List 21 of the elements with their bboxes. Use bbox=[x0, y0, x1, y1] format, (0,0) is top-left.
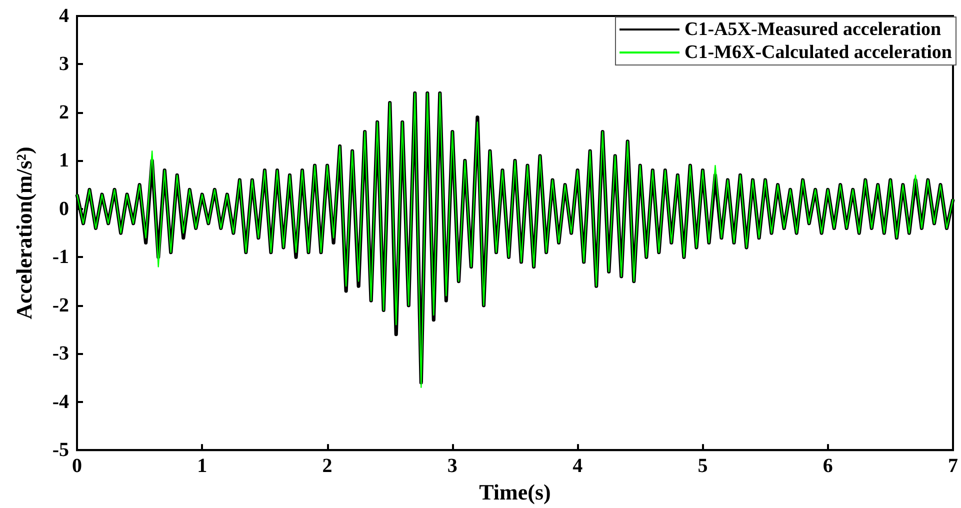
x-tick-label: 4 bbox=[572, 455, 583, 478]
x-tick-label: 5 bbox=[698, 455, 708, 478]
y-tick-label: 4 bbox=[59, 5, 69, 27]
legend-label: C1-M6X-Calculated acceleration bbox=[684, 42, 952, 63]
x-tick-label: 3 bbox=[447, 455, 458, 478]
y-tick-label: -5 bbox=[52, 439, 69, 462]
y-tick-label: 1 bbox=[59, 150, 69, 172]
y-tick-label: 3 bbox=[59, 53, 69, 76]
x-tick-label: 6 bbox=[822, 455, 833, 478]
legend-label: C1-A5X-Measured acceleration bbox=[684, 19, 942, 40]
x-tick-label: 1 bbox=[197, 455, 208, 478]
y-tick-label: 0 bbox=[59, 198, 69, 220]
x-axis-title: Time(s) bbox=[479, 480, 551, 504]
y-tick-label: -1 bbox=[52, 246, 69, 268]
y-axis-title: Acceleration(m/s²) bbox=[12, 146, 36, 320]
y-tick-label: 2 bbox=[59, 101, 69, 124]
y-tick-label: -4 bbox=[52, 390, 69, 413]
y-tick-label: -2 bbox=[52, 294, 69, 316]
x-tick-label: 7 bbox=[948, 455, 958, 478]
x-tick-label: 2 bbox=[322, 455, 332, 478]
y-tick-label: -3 bbox=[52, 342, 69, 365]
